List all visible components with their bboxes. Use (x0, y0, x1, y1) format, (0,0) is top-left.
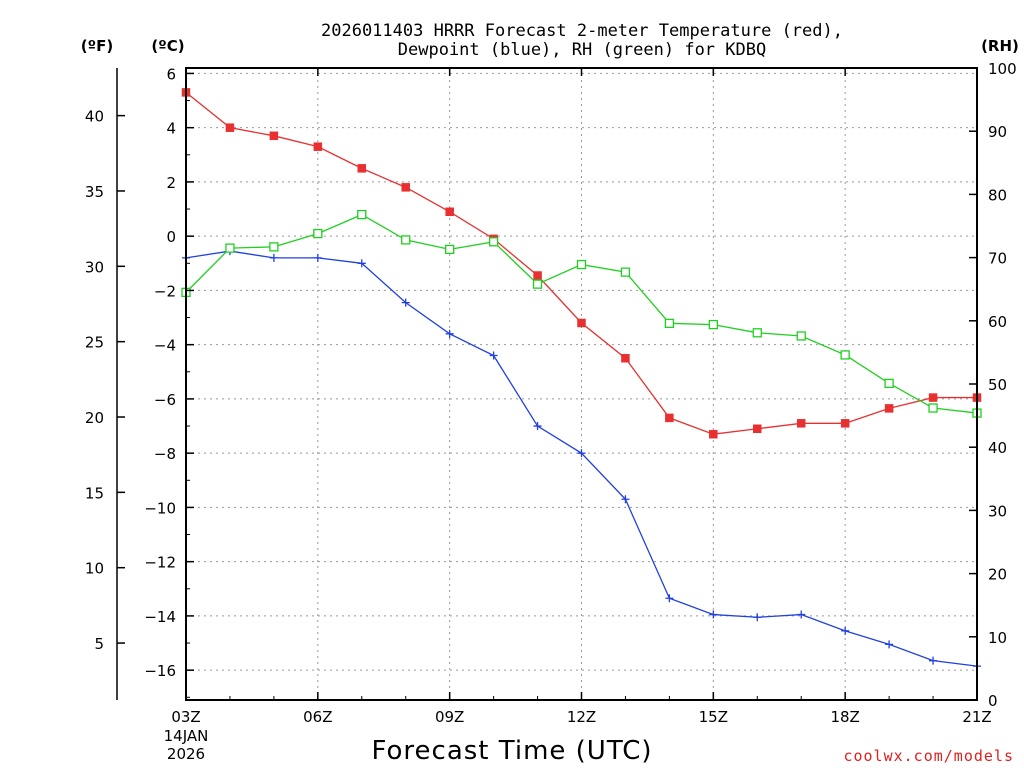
celsius-tick-label: −10 (144, 499, 176, 517)
temperature-point (796, 419, 806, 428)
dewpoint-point (313, 253, 322, 262)
celsius-tick-label: −6 (154, 391, 176, 409)
date-label-day: 14JAN (164, 727, 209, 745)
fahrenheit-tick-label: 25 (85, 334, 104, 352)
dewpoint-point (665, 594, 674, 603)
temperature-point (533, 271, 542, 280)
temperature-point (753, 424, 762, 434)
temperature-point (401, 183, 410, 192)
x-tick-label: 06Z (303, 708, 332, 726)
temperature-point (577, 318, 586, 328)
fahrenheit-tick-label: 35 (85, 183, 104, 201)
rh-unit-label: (RH) (981, 37, 1019, 55)
dewpoint-point (269, 253, 278, 262)
celsius-tick-label: −2 (154, 282, 176, 300)
temperature-point (269, 131, 279, 141)
rh-point (664, 318, 675, 328)
x-axis-label: Forecast Time (UTC) (371, 736, 652, 766)
temperature-point (928, 393, 938, 402)
temperature-point (665, 413, 674, 423)
rh-point (620, 267, 631, 277)
x-tick-label: 21Z (962, 708, 991, 726)
temperature-point (313, 142, 323, 151)
celsius-tick-label: 2 (166, 174, 176, 192)
x-tick-label: 18Z (830, 708, 859, 726)
rh-point (445, 244, 455, 255)
fahrenheit-tick-label: 30 (85, 258, 104, 276)
dewpoint-point (709, 610, 718, 619)
celsius-tick-label: 6 (166, 65, 176, 83)
rh-point (488, 237, 499, 247)
fahrenheit-tick-label: 40 (85, 108, 104, 126)
rh-point (796, 331, 806, 341)
chart-title-line1: 2026011403 HRRR Forecast 2-meter Tempera… (321, 21, 843, 41)
rh-point (752, 328, 762, 338)
rh-point (357, 209, 367, 220)
celsius-tick-label: 4 (166, 120, 176, 138)
celsius-tick-label: −4 (154, 337, 176, 355)
celsius-tick-label: −12 (144, 554, 176, 572)
temperature-point (884, 404, 894, 413)
dewpoint-point (885, 640, 894, 649)
rh-point (225, 243, 235, 253)
rh-point (313, 228, 323, 239)
dewpoint-point (841, 626, 850, 635)
dewpoint-point (489, 351, 498, 360)
rh-point (928, 403, 938, 413)
rh-tick-label: 0 (988, 692, 998, 710)
dewpoint-point (797, 610, 806, 619)
rh-point (708, 319, 718, 330)
dewpoint-point (621, 495, 630, 504)
celsius-tick-label: −14 (144, 608, 176, 626)
rh-tick-label: 10 (988, 629, 1007, 647)
axes: 03Z 06Z 09Z 12Z 15Z 18Z 21Z6420−2−4−6−8−10−12−… (85, 60, 1017, 726)
fahrenheit-tick-label: 10 (85, 560, 104, 578)
rh-tick-label: 20 (988, 566, 1007, 584)
rh-point (884, 378, 894, 389)
fahrenheit-tick-label: 5 (94, 635, 104, 653)
x-tick-label: 03Z (171, 708, 200, 726)
rh-point (401, 235, 411, 245)
rh-tick-label: 80 (988, 186, 1007, 204)
temperature-point (357, 164, 367, 173)
rh-tick-label: 70 (988, 250, 1007, 268)
chart-title-line2: Dewpoint (blue), RH (green) for KDBQ (398, 40, 766, 60)
dewpoint-point (577, 449, 586, 458)
x-tick-label: 15Z (699, 708, 728, 726)
dewpoint-point (533, 422, 542, 431)
fahrenheit-tick-label: 15 (85, 484, 104, 502)
rh-tick-label: 90 (988, 123, 1007, 141)
fahrenheit-tick-label: 20 (85, 409, 104, 427)
date-label-year: 2026 (167, 745, 205, 763)
rh-point (269, 242, 279, 252)
temperature-point (225, 123, 235, 132)
series-markers (181, 88, 982, 671)
dewpoint-point (753, 613, 762, 622)
dewpoint-point (357, 259, 366, 268)
temperature-point (840, 419, 850, 428)
celsius-unit-label: (ºC) (151, 37, 184, 55)
celsius-tick-label: 0 (166, 228, 176, 246)
dewpoint-point (929, 656, 938, 665)
temperature-point (709, 429, 718, 439)
celsius-tick-label: −8 (154, 445, 176, 463)
dewpoint-point (445, 329, 454, 338)
x-tick-label: 09Z (435, 708, 464, 726)
celsius-tick-label: −16 (144, 662, 176, 680)
rh-tick-label: 100 (988, 60, 1017, 78)
credit-text: coolwx.com/models (843, 747, 1014, 765)
rh-tick-label: 50 (988, 376, 1007, 394)
rh-tick-label: 40 (988, 439, 1007, 457)
rh-tick-label: 30 (988, 502, 1007, 520)
rh-point (576, 259, 587, 270)
dewpoint-point (401, 298, 410, 307)
rh-tick-label: 60 (988, 313, 1007, 331)
fahrenheit-unit-label: (ºF) (81, 37, 113, 55)
temperature-point (621, 353, 630, 363)
rh-point (840, 350, 850, 360)
rh-point (532, 279, 543, 289)
temperature-point (445, 207, 454, 217)
x-tick-label: 12Z (567, 708, 596, 726)
